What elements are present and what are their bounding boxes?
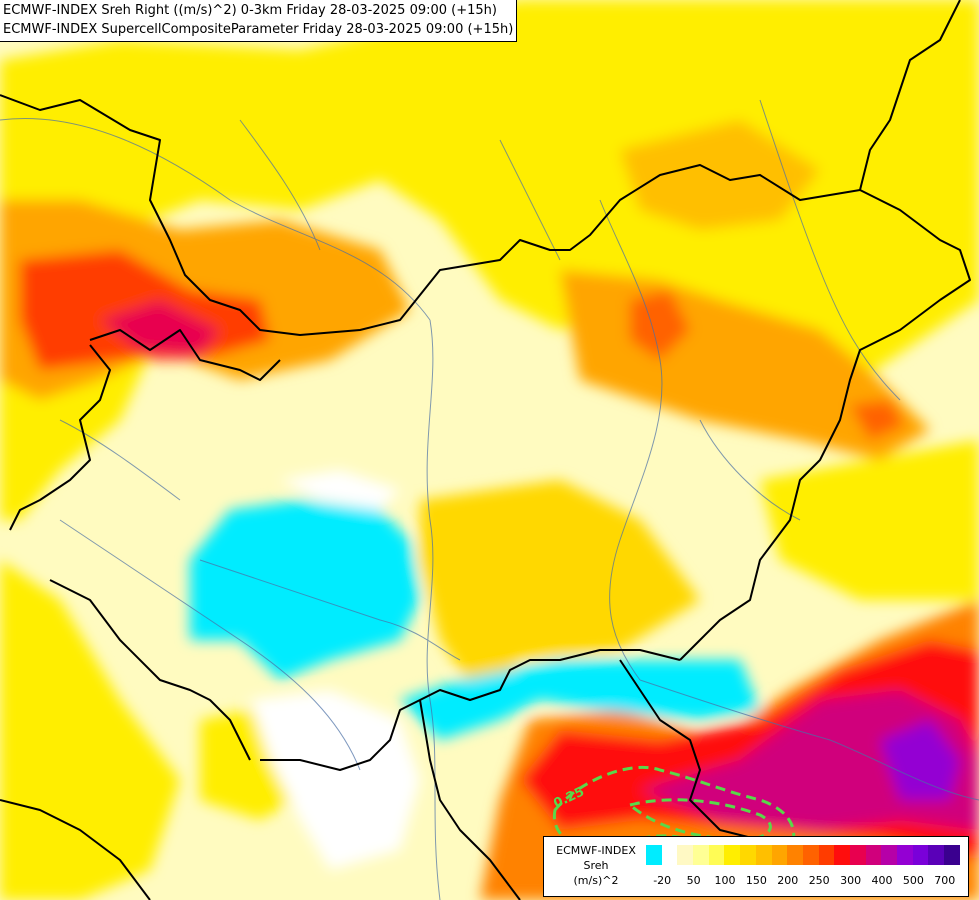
legend-swatch	[928, 845, 945, 865]
map-title-box: ECMWF-INDEX Sreh Right ((m/s)^2) 0-3km F…	[0, 0, 518, 42]
legend-title-line-1: ECMWF-INDEX	[556, 844, 636, 857]
legend-swatch	[787, 845, 803, 865]
legend-swatch	[661, 845, 678, 865]
magenta-core-northwest	[100, 300, 220, 355]
red-spot-east	[630, 290, 690, 360]
legend-tick-label: 100	[714, 874, 736, 887]
legend-tick-label: 200	[777, 874, 799, 887]
legend-tick-label: 500	[902, 874, 924, 887]
legend-swatch	[708, 845, 725, 865]
rivers	[0, 99, 979, 900]
border-southwest	[49, 579, 251, 761]
legend-ticks: -20 50 100 150 200 250 300 400 500 700	[646, 874, 964, 888]
legend-swatch	[693, 845, 709, 865]
border-west	[89, 329, 281, 381]
white-region-south	[250, 690, 420, 870]
border-serbia-romania	[619, 659, 761, 841]
border-austria-hungary	[9, 344, 111, 531]
yellow-region-center	[420, 480, 700, 700]
border-croatia-bosnia	[419, 699, 521, 900]
legend-swatch	[755, 845, 772, 865]
legend-title-line-3: (m/s)^2	[573, 874, 619, 887]
border-hungary-east	[679, 189, 971, 661]
cyan-region-center	[190, 500, 420, 680]
legend-title: ECMWF-INDEX Sreh (m/s)^2	[548, 843, 644, 888]
title-line-sreh: ECMWF-INDEX Sreh Right ((m/s)^2) 0-3km F…	[3, 3, 497, 18]
legend-swatch	[724, 845, 741, 865]
yellow-region-north	[0, 0, 979, 380]
magenta-region-southeast	[640, 690, 979, 830]
purple-core-southeast	[880, 720, 960, 800]
legend-swatches	[646, 845, 960, 865]
legend-swatch	[849, 845, 866, 865]
legend-tick-label: 300	[840, 874, 862, 887]
legend-swatch	[771, 845, 788, 865]
legend-swatch	[897, 845, 913, 865]
legend-swatch	[677, 845, 694, 865]
legend-swatch	[818, 845, 835, 865]
color-legend: ECMWF-INDEX Sreh (m/s)^2 -20 50 100 150 200 2…	[543, 836, 969, 897]
legend-tick-label: 700	[934, 874, 956, 887]
legend-swatch	[740, 845, 756, 865]
legend-tick-label: -20	[653, 874, 672, 887]
legend-tick-label: 400	[871, 874, 893, 887]
legend-title-line-2: Sreh	[583, 859, 609, 872]
red-spot-far-east	[850, 400, 905, 440]
legend-swatch	[881, 845, 897, 865]
legend-swatch	[912, 845, 929, 865]
legend-tick-label: 250	[808, 874, 830, 887]
border-north-central	[0, 0, 961, 336]
white-region-center	[280, 470, 400, 510]
legend-swatch	[865, 845, 882, 865]
legend-swatch	[834, 845, 850, 865]
yellow-region-southeast	[760, 440, 979, 600]
legend-tick-label: 150	[745, 874, 767, 887]
legend-tick-label: 50	[686, 874, 701, 887]
legend-swatch	[944, 845, 960, 865]
legend-swatch	[802, 845, 819, 865]
yellow-region-southwest	[0, 560, 180, 900]
legend-swatch	[646, 845, 662, 865]
border-far-southwest	[0, 799, 151, 900]
title-line-scp: ECMWF-INDEX SupercellCompositeParameter …	[3, 22, 514, 37]
cyan-region-south	[400, 660, 760, 740]
border-hungary-south	[260, 649, 681, 771]
